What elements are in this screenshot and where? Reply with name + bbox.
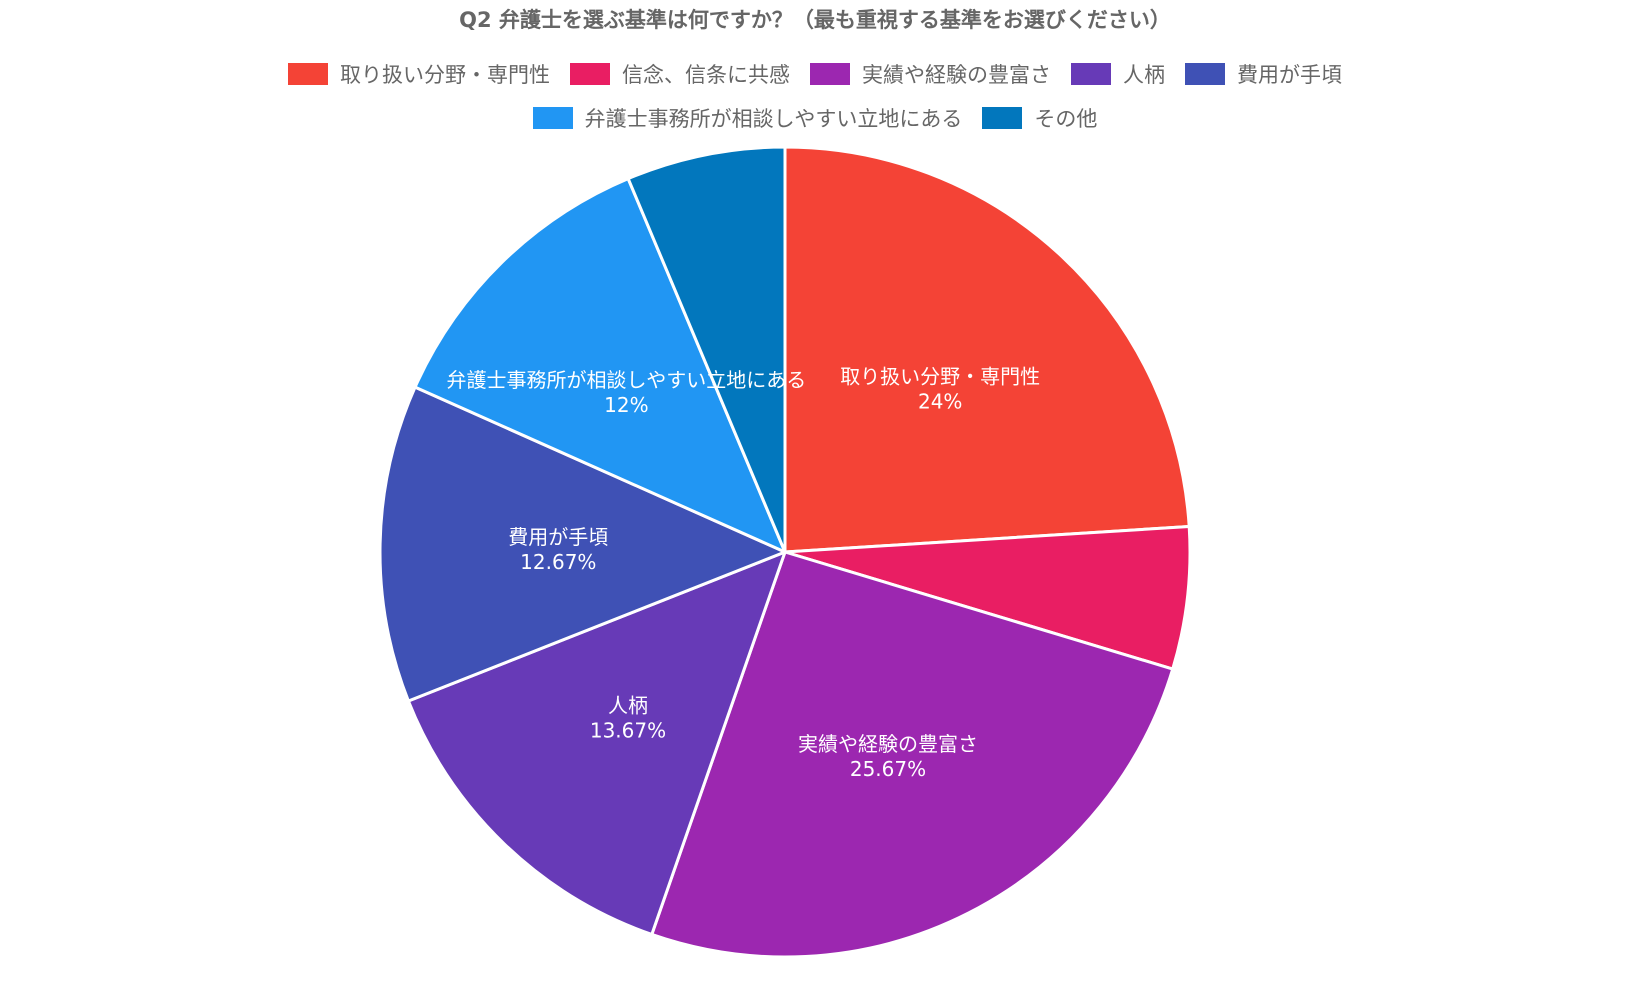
legend-row: 取り扱い分野・専門性 信念、信条に共感 実績や経験の豊富さ 人柄 費用が手頃	[0, 52, 1630, 96]
legend-swatch	[570, 63, 610, 85]
pie-slice[interactable]	[413, 177, 787, 554]
slice-label-value: 24%	[918, 390, 962, 414]
slice-label-value: 13.67%	[590, 719, 666, 743]
pie-slice[interactable]	[783, 525, 1192, 671]
slice-label-name: 弁護士事務所が相談しやすい立地にある	[446, 368, 806, 392]
legend-item[interactable]: その他	[982, 103, 1097, 133]
chart-title: Q2 弁護士を選ぶ基準は何ですか？（最も重視する基準をお選びください）	[459, 8, 1171, 32]
legend-item[interactable]: 費用が手頃	[1185, 59, 1342, 89]
legend-swatch	[288, 63, 328, 85]
pie-slice[interactable]	[626, 145, 787, 554]
legend-swatch	[1185, 63, 1225, 85]
legend-label: 弁護士事務所が相談しやすい立地にある	[584, 107, 963, 131]
legend-item[interactable]: 信念、信条に共感	[570, 59, 790, 89]
legend-swatch	[532, 107, 573, 129]
legend-swatch	[1071, 63, 1111, 85]
pie-slice[interactable]	[378, 385, 787, 703]
legend-label: 取り扱い分野・専門性	[340, 63, 550, 87]
legend: 取り扱い分野・専門性 信念、信条に共感 実績や経験の豊富さ 人柄 費用が手頃弁護士事務所…	[0, 52, 1630, 140]
legend-item[interactable]: 弁護士事務所が相談しやすい立地にある	[532, 103, 963, 133]
legend-item[interactable]: 人柄	[1071, 59, 1165, 89]
pie-slice[interactable]	[406, 550, 787, 936]
slice-label-value: 12.67%	[520, 550, 596, 574]
legend-label: 人柄	[1123, 63, 1165, 87]
legend-label: 信念、信条に共感	[622, 63, 790, 87]
legend-swatch	[982, 107, 1023, 129]
pie-slices	[378, 145, 1192, 959]
slice-label-name: 費用が手頃	[508, 525, 608, 549]
slice-label-value: 12%	[604, 393, 648, 417]
legend-swatch	[810, 63, 850, 85]
pie-slice[interactable]	[783, 145, 1191, 554]
pie-slice[interactable]	[650, 550, 1175, 959]
legend-item[interactable]: 実績や経験の豊富さ	[810, 59, 1051, 89]
slice-label-name: 実績や経験の豊富さ	[798, 732, 978, 756]
legend-label: 実績や経験の豊富さ	[862, 63, 1051, 87]
slice-label-name: 人柄	[608, 694, 648, 718]
legend-item[interactable]: 取り扱い分野・専門性	[288, 59, 550, 89]
slice-label-value: 25.67%	[850, 757, 926, 781]
slice-label-name: 取り扱い分野・専門性	[840, 365, 1040, 389]
legend-label: 費用が手頃	[1237, 63, 1342, 87]
legend-row: 弁護士事務所が相談しやすい立地にある その他	[0, 96, 1630, 140]
legend-label: その他	[1034, 107, 1098, 131]
